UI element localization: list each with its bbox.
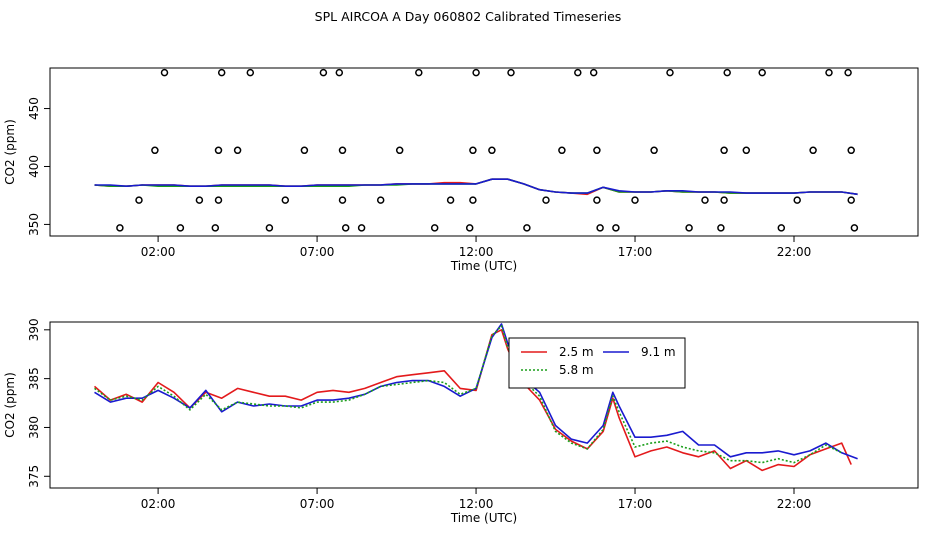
calibration-panel: 02:00 07:00 12:00 17:00 22:00 350 400 450 Time (… [3,67,919,273]
calibration-point [758,68,766,77]
series-line-2-5-m [93,328,852,472]
calibration-point [469,196,477,204]
y-tick-label: 350 [27,213,41,236]
x-tick-label: 02:00 [141,245,176,259]
calibration-point [777,224,786,232]
legend-label: 2.5 m [559,345,594,359]
calibration-point [338,146,347,155]
calibration-point [246,68,255,77]
x-tick-label: 22:00 [777,245,812,259]
calibration-point [211,224,220,232]
calibration-point [195,196,204,204]
calibration-point [300,146,309,155]
x-tick-label: 12:00 [459,245,494,259]
calibration-point [720,146,728,155]
calibration-point [151,146,159,155]
x-axis-label: Time (UTC) [450,259,517,273]
calibration-point [214,196,223,204]
calibration-point [335,68,344,77]
calibration-point [825,68,833,77]
calibration-point [742,146,751,155]
y-tick-label: 385 [27,367,41,390]
calibration-point [357,224,366,232]
calibration-point [666,68,674,77]
calibration-point [542,196,550,204]
calibration-point [631,196,639,204]
calibration-point [469,146,477,155]
calibration-point [472,68,480,77]
calibration-point [847,196,855,204]
calibration-point [319,68,328,77]
chart-title: SPL AIRCOA A Day 060802 Calibrated Times… [315,9,622,24]
calibration-point [523,224,531,232]
calibration-point [793,196,801,204]
calibration-point [589,68,598,77]
calibration-point [233,146,242,155]
y-tick-label: 390 [27,318,41,341]
calibration-point [265,224,274,232]
calibration-point [488,146,496,155]
y-tick-label: 375 [27,465,41,488]
calibration-point [135,196,143,204]
x-tick-label: 07:00 [300,497,335,511]
series-line-9-1-m [94,323,858,460]
y-axis-label: CO2 (ppm) [3,372,17,438]
x-tick-label: 07:00 [300,245,335,259]
calibration-point [415,68,423,77]
series-line-5-8-m [94,325,843,464]
legend-label: 9.1 m [641,345,676,359]
calibration-point [844,68,852,77]
calibration-point [847,146,855,155]
calibration-point [214,146,223,155]
x-tick-label: 12:00 [459,497,494,511]
calibration-point [685,224,693,232]
calibration-point [809,146,817,155]
timeseries-panel: 02:00 07:00 12:00 17:00 22:00 375 380 385 390 Tim… [3,318,919,525]
calibration-point [465,224,474,232]
calibration-point [341,224,350,232]
y-tick-label: 380 [27,416,41,439]
calibration-point [850,224,859,232]
series-group [93,323,858,472]
legend-box [508,337,686,389]
calibration-point [395,146,404,155]
calibration-point [720,196,728,204]
calibration-point [701,196,709,204]
y-axis-label: CO2 (ppm) [3,119,17,185]
legend-label: 5.8 m [559,363,594,377]
x-axis-label: Time (UTC) [450,511,517,525]
calibration-point [574,68,582,77]
series-group [94,178,858,196]
x-tick-label: 17:00 [618,245,653,259]
calibration-point [281,196,290,204]
calibration-point [717,224,725,232]
calibration-point [507,68,515,77]
x-tick-label: 17:00 [618,497,653,511]
calibration-point [612,224,620,232]
calibration-point [430,224,439,232]
y-tick-label: 450 [27,97,41,120]
series-line-9-1-m [94,178,858,196]
x-tick-label: 22:00 [777,497,812,511]
calibration-point [650,146,658,155]
calibration-point [723,68,731,77]
calibration-point [116,224,124,232]
calibration-point [593,146,601,155]
x-tick-label: 02:00 [141,497,176,511]
plot-frame [49,67,919,237]
calibration-point [446,196,455,204]
plot-frame [49,321,919,489]
calibration-point [338,196,347,204]
calibration-point [176,224,185,232]
calibration-point [217,68,226,77]
calibration-point [160,68,169,77]
calibration-point [558,146,566,155]
y-tick-label: 400 [27,155,41,178]
calibration-point [376,196,385,204]
calibration-point [593,196,601,204]
calibration-point [596,224,604,232]
